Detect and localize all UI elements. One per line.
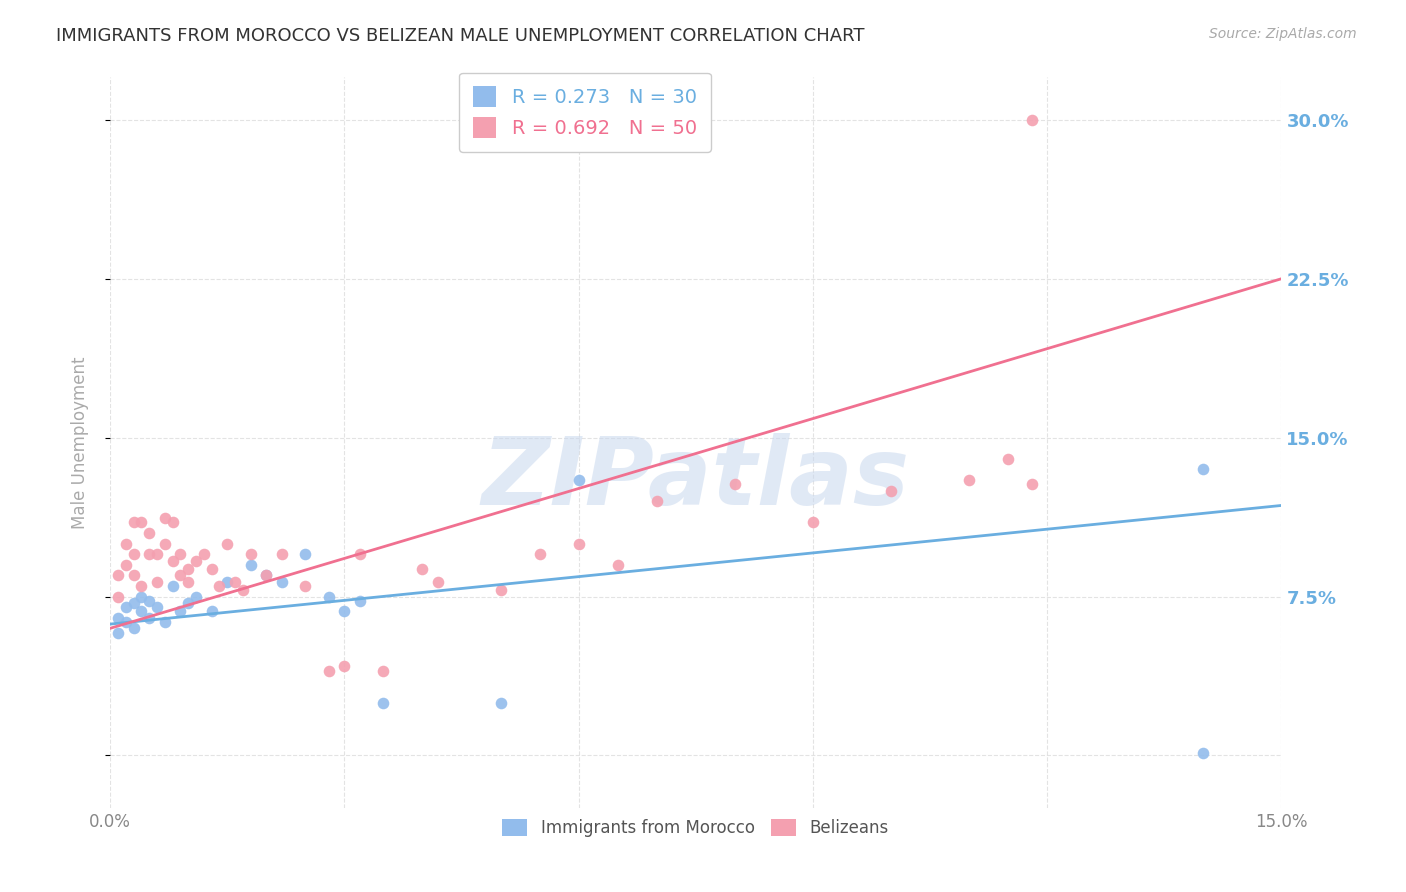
Point [217,536,239,550]
Point [333,604,356,618]
Point [184,590,207,604]
Legend: Immigrants from Morocco, Belizeans: Immigrants from Morocco, Belizeans [496,813,896,844]
Point [107,625,129,640]
Point [318,590,340,604]
Point [1021,112,1043,127]
Point [146,574,169,589]
Text: Source: ZipAtlas.com: Source: ZipAtlas.com [1209,27,1357,41]
Point [177,562,200,576]
Point [122,547,145,561]
Point [162,516,184,530]
Point [131,516,153,530]
Point [270,547,292,561]
Point [114,536,136,550]
Point [217,574,239,589]
Point [153,615,176,629]
Point [162,553,184,567]
Point [232,583,254,598]
Point [411,562,433,576]
Point [107,590,129,604]
Point [114,615,136,629]
Point [177,574,200,589]
Point [254,568,277,582]
Point [184,553,207,567]
Y-axis label: Male Unemployment: Male Unemployment [72,357,89,529]
Point [349,547,371,561]
Point [606,558,628,572]
Point [1192,462,1215,476]
Point [373,664,395,678]
Point [318,664,340,678]
Point [122,568,145,582]
Point [489,583,512,598]
Point [193,547,215,561]
Point [131,590,153,604]
Point [146,600,169,615]
Point [122,596,145,610]
Point [957,473,980,487]
Text: IMMIGRANTS FROM MOROCCO VS BELIZEAN MALE UNEMPLOYMENT CORRELATION CHART: IMMIGRANTS FROM MOROCCO VS BELIZEAN MALE… [56,27,865,45]
Point [997,451,1019,466]
Point [294,579,316,593]
Point [1192,747,1215,761]
Point [489,696,512,710]
Point [529,547,551,561]
Point [114,600,136,615]
Point [146,547,169,561]
Point [1021,477,1043,491]
Point [138,594,160,608]
Point [153,511,176,525]
Point [138,547,160,561]
Point [122,516,145,530]
Point [568,473,591,487]
Point [333,659,356,673]
Point [162,579,184,593]
Point [200,562,222,576]
Point [122,621,145,635]
Point [880,483,903,498]
Point [427,574,450,589]
Point [138,526,160,541]
Point [169,604,191,618]
Point [169,547,191,561]
Point [153,536,176,550]
Point [239,558,262,572]
Point [114,558,136,572]
Point [294,547,316,561]
Point [107,568,129,582]
Point [224,574,246,589]
Point [177,596,200,610]
Point [724,477,747,491]
Point [107,611,129,625]
Point [239,547,262,561]
Point [131,604,153,618]
Point [208,579,231,593]
Point [270,574,292,589]
Text: ZIPatlas: ZIPatlas [482,434,910,525]
Point [138,611,160,625]
Point [131,579,153,593]
Point [169,568,191,582]
Point [200,604,222,618]
Point [645,494,668,508]
Point [349,594,371,608]
Point [801,516,824,530]
Point [373,696,395,710]
Point [254,568,277,582]
Point [568,536,591,550]
